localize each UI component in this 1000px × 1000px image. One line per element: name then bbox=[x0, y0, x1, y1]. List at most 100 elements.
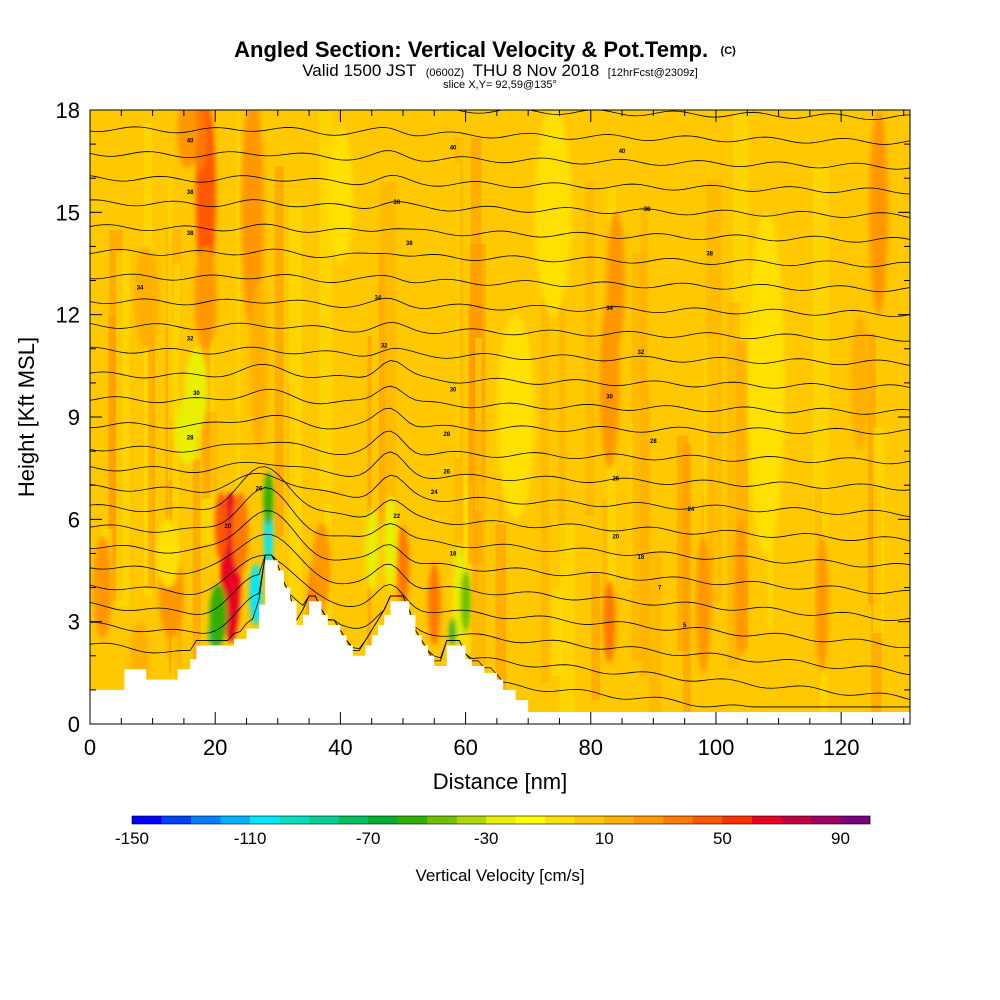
theta-label: 7 bbox=[658, 586, 662, 592]
theta-contour bbox=[90, 554, 910, 701]
colorbar-label: Vertical Velocity [cm/s] bbox=[415, 866, 584, 885]
velocity-streak bbox=[471, 423, 487, 695]
theta-contour bbox=[90, 150, 910, 170]
velocity-streak bbox=[706, 179, 722, 602]
velocity-cell bbox=[175, 396, 199, 465]
colorbar-tick: 10 bbox=[595, 829, 614, 848]
colorbar-tick-labels: -150 -110 -70 -30 10 50 90 bbox=[115, 829, 850, 848]
velocity-streak bbox=[648, 551, 662, 721]
x-tick-label: 20 bbox=[203, 735, 227, 760]
velocity-streak bbox=[380, 182, 397, 502]
velocity-streak bbox=[873, 427, 885, 633]
velocity-streak bbox=[585, 181, 595, 517]
y-tick-label: 9 bbox=[68, 405, 80, 430]
x-axis: 0 20 40 60 80 100 120 bbox=[84, 110, 905, 760]
colorbar-swatch bbox=[486, 816, 517, 824]
colorbar-swatch bbox=[220, 816, 251, 824]
theta-contour bbox=[90, 297, 910, 317]
theta-label: 26 bbox=[443, 470, 450, 476]
theta-label: 18 bbox=[450, 551, 457, 557]
terrain bbox=[90, 560, 910, 724]
theta-label: 38 bbox=[644, 207, 651, 213]
theta-label: 34 bbox=[606, 306, 613, 312]
y-axis-label: Height [Kft MSL] bbox=[14, 337, 39, 497]
velocity-cell bbox=[606, 212, 626, 349]
velocity-streak bbox=[558, 225, 566, 564]
velocity-streak bbox=[471, 137, 482, 481]
chart-slice: slice X,Y= 92,59@135° bbox=[443, 79, 557, 91]
velocity-cell bbox=[534, 110, 572, 315]
velocity-cell bbox=[460, 570, 471, 632]
colorbar-swatch bbox=[722, 816, 753, 824]
colorbar-tick: 50 bbox=[713, 829, 732, 848]
colorbar-swatch bbox=[427, 816, 458, 824]
y-tick-label: 6 bbox=[68, 507, 80, 532]
theta-contour bbox=[90, 466, 910, 542]
colorbar-swatch bbox=[161, 816, 192, 824]
theta-label: 38 bbox=[706, 251, 713, 257]
velocity-cell bbox=[209, 584, 228, 646]
velocity-streak bbox=[148, 302, 155, 589]
theta-contour bbox=[90, 93, 910, 95]
velocity-cell bbox=[241, 110, 265, 332]
colorbar-swatch bbox=[751, 816, 782, 824]
colorbar-swatch bbox=[692, 816, 723, 824]
velocity-cell bbox=[734, 519, 748, 656]
colorbar-swatch bbox=[810, 816, 841, 824]
theta-label: 18 bbox=[637, 555, 644, 561]
colorbar-tick: -110 bbox=[234, 829, 267, 848]
theta-label: 26 bbox=[256, 487, 263, 493]
x-tick-label: 40 bbox=[328, 735, 352, 760]
y-tick-label: 0 bbox=[68, 712, 80, 737]
colorbar-frame bbox=[131, 815, 871, 825]
x-axis-label: Distance [nm] bbox=[433, 769, 568, 794]
velocity-cell bbox=[816, 536, 829, 673]
theta-label: 32 bbox=[637, 350, 644, 356]
x-tick-label: 120 bbox=[823, 735, 860, 760]
colorbar-tick: -150 bbox=[115, 829, 149, 848]
subtitle-fcst: [12hrFcst@2309z] bbox=[608, 67, 698, 79]
theta-label: 30 bbox=[450, 388, 457, 394]
y-tick-label: 15 bbox=[56, 200, 80, 225]
velocity-streak bbox=[551, 587, 562, 676]
velocity-cell bbox=[232, 492, 249, 574]
theta-contour bbox=[90, 126, 910, 145]
theta-label: 32 bbox=[187, 337, 194, 343]
colorbar-swatch bbox=[840, 816, 871, 824]
colorbar-swatch bbox=[191, 816, 221, 824]
theta-contour bbox=[90, 487, 910, 568]
velocity-streak bbox=[540, 297, 549, 683]
velocity-streak bbox=[709, 431, 714, 616]
x-tick-label: 80 bbox=[579, 735, 603, 760]
theta-label: 28 bbox=[443, 432, 450, 438]
theta-label: 38 bbox=[187, 190, 194, 196]
velocity-streak bbox=[602, 501, 608, 614]
theta-contour bbox=[90, 360, 910, 390]
theta-contour bbox=[90, 472, 910, 518]
velocity-cell bbox=[250, 280, 268, 452]
theta-contour bbox=[90, 554, 910, 708]
colorbar-swatch bbox=[604, 816, 635, 824]
colorbar-tick: -30 bbox=[474, 829, 499, 848]
theta-label: 40 bbox=[187, 139, 194, 145]
theta-contour bbox=[90, 273, 910, 293]
chart-title: Angled Section: Vertical Velocity & Pot.… bbox=[234, 37, 736, 62]
velocity-cell bbox=[384, 495, 397, 591]
theta-label: 28 bbox=[650, 439, 657, 445]
theta-label: 38 bbox=[187, 231, 194, 237]
theta-contour bbox=[90, 223, 910, 243]
velocity-streak bbox=[455, 163, 460, 459]
velocity-streak bbox=[867, 333, 876, 605]
subtitle-valid: Valid 1500 JST bbox=[302, 61, 416, 80]
theta-label: 5 bbox=[683, 623, 687, 629]
colorbar-swatch bbox=[309, 816, 339, 824]
colorbar-swatch bbox=[132, 816, 162, 824]
velocity-streak bbox=[192, 459, 201, 697]
y-tick-label: 12 bbox=[56, 303, 80, 328]
colorbar-tick: 90 bbox=[831, 829, 850, 848]
velocity-cell bbox=[133, 246, 159, 349]
colorbar-swatch bbox=[515, 816, 546, 824]
theta-contour bbox=[90, 510, 910, 595]
velocity-streak bbox=[683, 444, 692, 717]
